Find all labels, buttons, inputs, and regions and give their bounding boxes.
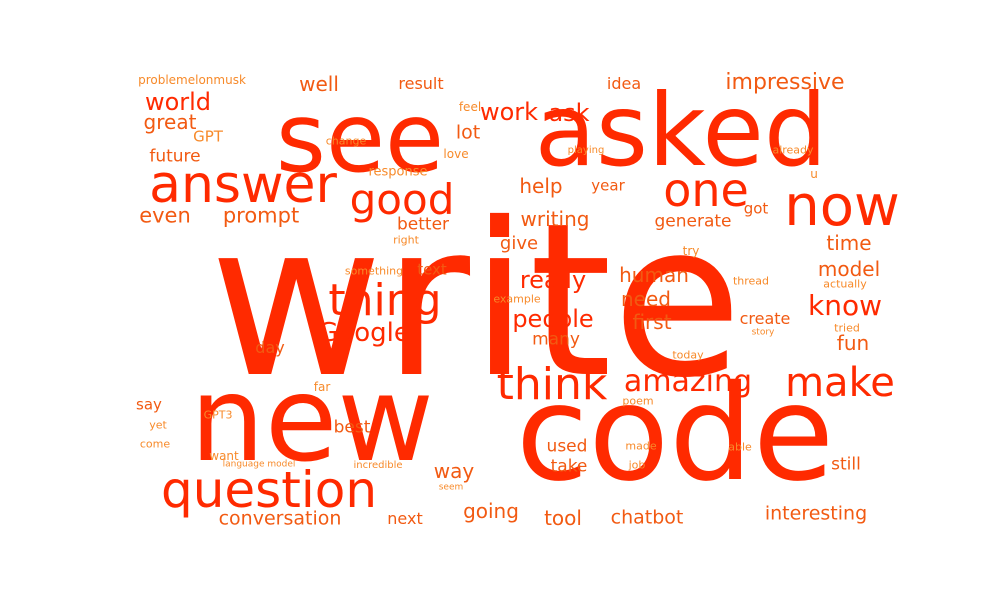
- word-thing: thing: [328, 275, 442, 326]
- word-playing: playing: [567, 145, 605, 156]
- word-still: still: [831, 454, 861, 475]
- word-impressive: impressive: [725, 70, 845, 95]
- word-yet: yet: [149, 418, 167, 432]
- word-one: one: [663, 163, 749, 217]
- word-good: good: [349, 175, 455, 224]
- word-result: result: [398, 74, 444, 93]
- word-lot: lot: [455, 121, 481, 144]
- word-feel: feel: [458, 100, 482, 114]
- word-first: first: [632, 310, 672, 334]
- word-answer: answer: [149, 155, 337, 215]
- word-got: got: [743, 199, 769, 218]
- word-next: next: [387, 509, 423, 528]
- word-seem: seem: [438, 482, 464, 493]
- word-time: time: [826, 231, 872, 255]
- word-work: work: [479, 98, 539, 126]
- word-new: new: [190, 350, 434, 488]
- word-incredible: incredible: [353, 460, 403, 471]
- word-ask: ask: [548, 99, 590, 127]
- word-help: help: [519, 174, 563, 198]
- word-code: code: [515, 357, 835, 511]
- word-great: great: [143, 110, 197, 134]
- word-question: question: [160, 461, 378, 519]
- word-make: make: [785, 360, 895, 406]
- word-take: take: [550, 456, 588, 477]
- word-generate: generate: [654, 211, 732, 232]
- word-job: job: [628, 458, 646, 472]
- word-fun: fun: [836, 331, 870, 355]
- word-already: already: [772, 143, 814, 157]
- word-world: world: [144, 88, 212, 116]
- word-gpt: GPT: [193, 127, 223, 146]
- word-many: many: [532, 329, 580, 350]
- word-used: used: [546, 436, 588, 457]
- word-actually: actually: [823, 277, 867, 291]
- word-response: response: [368, 164, 428, 180]
- word-year: year: [591, 176, 625, 195]
- word-people: people: [512, 305, 594, 333]
- word-chatbot: chatbot: [610, 506, 684, 529]
- word-tool: tool: [544, 506, 582, 530]
- word-need: need: [621, 287, 671, 311]
- word-something: something: [344, 264, 404, 278]
- word-prompt: prompt: [222, 203, 300, 228]
- word-made: made: [625, 439, 657, 453]
- word-example: example: [493, 292, 541, 306]
- word-know: know: [808, 289, 882, 322]
- word-well: well: [299, 72, 339, 96]
- word-think: think: [496, 359, 608, 410]
- word-create: create: [739, 309, 791, 328]
- word-now: now: [784, 174, 900, 239]
- word-see: see: [275, 82, 445, 194]
- word-language-model: language model: [222, 459, 296, 470]
- word-tried: tried: [834, 321, 860, 335]
- word-google: Google: [318, 318, 410, 348]
- word-best: best: [333, 417, 371, 438]
- word-human: human: [619, 263, 689, 287]
- word-better: better: [396, 214, 450, 235]
- word-change: change: [325, 134, 367, 148]
- word-even: even: [139, 203, 191, 228]
- word-thread: thread: [732, 274, 770, 288]
- word-writing: writing: [520, 207, 590, 231]
- word-want: want: [209, 449, 239, 463]
- word-story: story: [751, 327, 775, 338]
- word-day: day: [255, 338, 285, 357]
- word-way: way: [433, 459, 475, 483]
- word-right: right: [393, 233, 419, 247]
- word-text: text: [417, 260, 447, 279]
- word-try: try: [682, 244, 700, 258]
- word-far: far: [313, 380, 331, 394]
- word-amazing: amazing: [623, 364, 753, 399]
- word-problemelonmusk: problemelonmusk: [138, 73, 246, 87]
- word-u: u: [810, 167, 818, 181]
- word-really: really: [519, 266, 587, 294]
- word-write: write: [209, 177, 743, 424]
- word-idea: idea: [606, 74, 642, 93]
- word-love: love: [443, 147, 469, 161]
- word-able: able: [728, 440, 752, 454]
- word-say: say: [136, 395, 162, 414]
- word-model: model: [817, 257, 881, 281]
- word-give: give: [499, 233, 539, 254]
- word-asked: asked: [534, 72, 828, 189]
- word-poem: poem: [622, 394, 654, 408]
- word-interesting: interesting: [764, 502, 868, 525]
- word-conversation: conversation: [218, 507, 342, 530]
- word-today: today: [672, 348, 704, 362]
- word-future: future: [149, 146, 201, 167]
- word-come: come: [139, 437, 171, 451]
- word-going: going: [463, 499, 519, 523]
- word-gpt3: GPT3: [203, 408, 233, 422]
